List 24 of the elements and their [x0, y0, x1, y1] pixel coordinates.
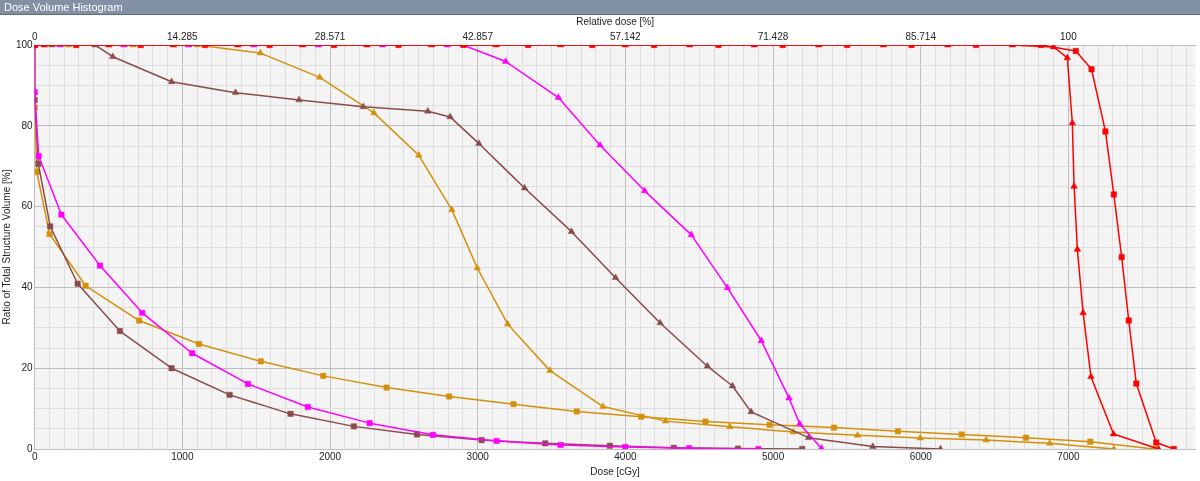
x2-tick-label: 71.428 [757, 30, 789, 42]
x2-tick-label: 85.714 [905, 30, 937, 42]
x-tick-label: 1000 [171, 450, 194, 462]
x2-tick-label: 100 [1060, 30, 1078, 42]
y-axis-title: Ratio of Total Structure Volume [%] [0, 169, 12, 325]
x2-tick-label: 42.857 [462, 30, 494, 42]
x2-tick-label: 57.142 [610, 30, 642, 42]
x-axis-title: Dose [cGy] [590, 465, 641, 477]
chart-title: Dose Volume Histogram [0, 0, 1200, 15]
x2-tick-label: 28.571 [314, 30, 346, 42]
x-tick-label: 2000 [318, 450, 342, 462]
x-tick-label: 7000 [1057, 450, 1081, 462]
y-tick-label: 80 [21, 119, 34, 131]
x-tick-label: 3000 [466, 450, 490, 462]
x-tick-label: 4000 [614, 450, 637, 462]
y-tick-label: 100 [16, 38, 34, 50]
x2-axis-title: Relative dose [%] [576, 15, 655, 27]
x-tick-label: 5000 [761, 450, 785, 462]
y-tick-label: 0 [27, 442, 34, 454]
x2-tick-label: 14.285 [167, 30, 199, 42]
x-tick-label: 6000 [909, 450, 933, 462]
y-tick-label: 20 [21, 361, 34, 373]
y-tick-label: 60 [21, 200, 34, 212]
y-tick-label: 40 [21, 281, 34, 293]
